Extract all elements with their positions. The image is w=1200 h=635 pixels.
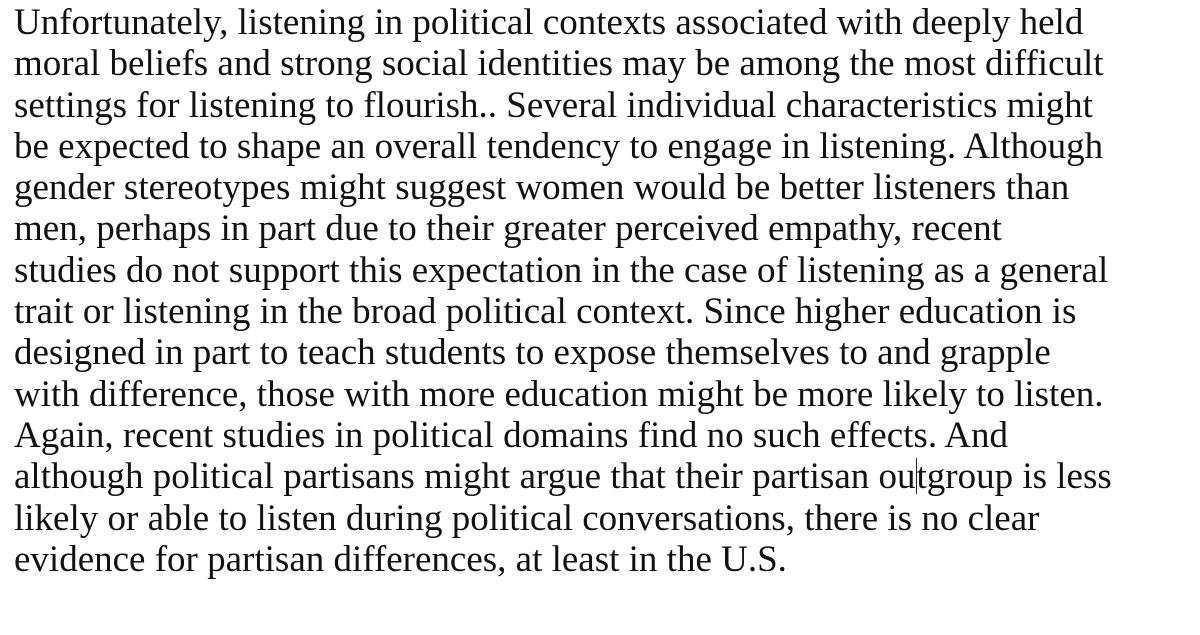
paragraph-line: studies do not support this expectation … [14, 249, 1109, 291]
paragraph-line: evidence for partisan differences, at le… [14, 538, 787, 580]
paragraph-line: moral beliefs and strong social identiti… [14, 43, 1104, 85]
paragraph-line: Again, recent studies in political domai… [14, 414, 1008, 456]
paragraph-line: likely or able to listen during politica… [14, 497, 1040, 539]
paragraph-line: trait or listening in the broad politica… [14, 291, 1077, 333]
text-cursor [915, 458, 917, 495]
document-paragraph[interactable]: Unfortunately, listening in political co… [14, 2, 1200, 580]
paragraph-line: be expected to shape an overall tendency… [14, 125, 1104, 167]
paragraph-line: Unfortunately, listening in political co… [14, 2, 1084, 43]
paragraph-line: settings for listening to flourish.. Sev… [14, 84, 1093, 126]
paragraph-line-with-caret: although political partisans might argue… [14, 456, 1200, 497]
line-text-after-caret: tgroup is less [916, 456, 1112, 498]
line-text-before-caret: although political partisans might argue… [14, 456, 916, 498]
paragraph-line: designed in part to teach students to ex… [14, 332, 1051, 374]
paragraph-line: men, perhaps in part due to their greate… [14, 208, 1002, 250]
paragraph-line: gender stereotypes might suggest women w… [14, 167, 1070, 209]
paragraph-line: with difference, those with more educati… [14, 373, 1104, 415]
